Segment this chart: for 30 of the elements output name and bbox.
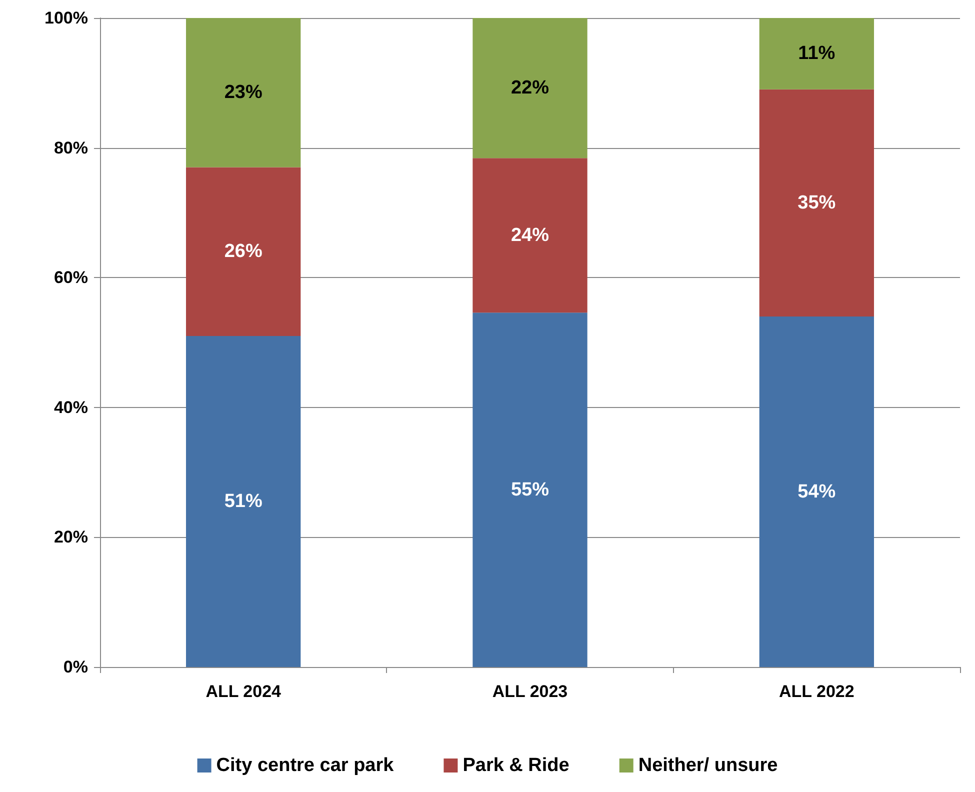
data-label: 24%	[510, 224, 550, 246]
data-label: 23%	[224, 82, 262, 104]
legend-label: Neither/ unsure	[638, 755, 778, 776]
y-tick-label: 20%	[54, 528, 88, 547]
data-label: 51%	[224, 491, 262, 512]
data-label: 11%	[798, 43, 836, 64]
bar	[759, 89, 874, 317]
bar	[472, 18, 588, 158]
data-label: 35%	[798, 192, 836, 214]
y-tick-label: 40%	[54, 398, 88, 417]
bar	[186, 336, 301, 667]
x-tick-label: ALL 2024	[206, 682, 282, 701]
y-tick-label: 60%	[54, 268, 88, 288]
bar	[759, 18, 874, 90]
y-tick-label: 100%	[44, 8, 88, 28]
data-label: 22%	[510, 78, 550, 99]
y-tick-label: 0%	[63, 658, 88, 676]
bar	[472, 158, 588, 313]
x-tick-label: ALL 2023	[492, 682, 568, 701]
bar	[186, 18, 301, 168]
bar	[759, 316, 874, 667]
y-tick-label: 80%	[54, 138, 88, 158]
data-label: 55%	[510, 479, 550, 500]
bar	[186, 167, 301, 336]
data-label: 26%	[224, 241, 262, 262]
bar	[472, 312, 588, 667]
legend-label: Park & Ride	[462, 755, 570, 776]
legend-label: City centre car park	[216, 755, 394, 776]
x-tick-label: ALL 2022	[779, 682, 854, 701]
data-label: 54%	[798, 481, 836, 502]
